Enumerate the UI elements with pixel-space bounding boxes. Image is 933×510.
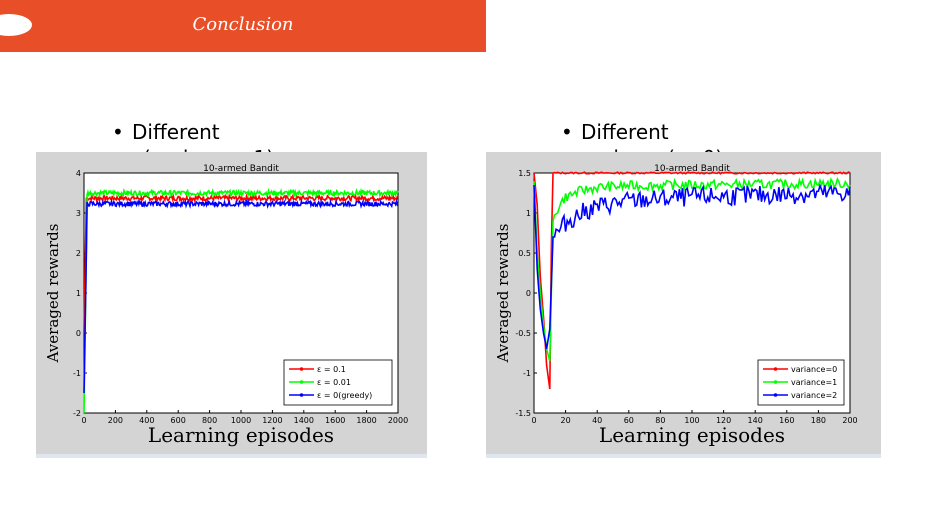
x-axis-label: Learning episodes [599, 423, 785, 447]
chart-svg: 0 200 400 600 800 1000 1200 1400 1600 1800 2000 -2 -… [36, 164, 427, 458]
series-line [533, 171, 851, 390]
chart-bottom-strip [486, 454, 881, 458]
legend-marker [773, 393, 778, 397]
y-tick-label: 1 [76, 289, 81, 298]
series-line [533, 176, 851, 362]
y-axis-label: Averaged rewards [44, 224, 62, 364]
x-tick-label: 140 [748, 416, 763, 425]
x-tick-label: 200 [108, 416, 123, 425]
legend-marker [773, 367, 778, 371]
y-tick-label: -2 [73, 409, 81, 418]
legend-label: ε = 0.01 [317, 378, 351, 387]
legend: ε = 0.1 ε = 0.01 ε = 0(greedy) [283, 359, 393, 406]
bullet-dot: • [112, 120, 124, 144]
legend-marker [299, 380, 304, 384]
legend-label: ε = 0.1 [317, 365, 346, 374]
y-tick-label: 0 [76, 329, 81, 338]
x-tick-label: 600 [171, 416, 186, 425]
bullet-line1: Different [132, 120, 220, 144]
x-tick-label: 1200 [262, 416, 282, 425]
y-tick-label: -1.5 [515, 409, 531, 418]
series-line [533, 183, 851, 350]
legend-marker [773, 380, 778, 384]
x-tick-label: 160 [779, 416, 794, 425]
series-line [83, 198, 399, 394]
header-decoration [0, 14, 32, 36]
x-tick-label: 180 [811, 416, 826, 425]
y-tick-label: -1 [523, 369, 531, 378]
x-tick-label: 400 [139, 416, 154, 425]
x-tick-label: 0 [81, 416, 86, 425]
x-tick-label: 20 [561, 416, 571, 425]
x-tick-label: 1400 [294, 416, 314, 425]
chart-title: 10-armed Bandit [203, 164, 279, 174]
legend-label: variance=2 [791, 391, 837, 400]
y-tick-label: 1 [526, 209, 531, 218]
legend-marker [299, 367, 304, 371]
y-tick-label: -0.5 [515, 329, 531, 338]
legend: variance=0 variance=1 variance=2 [757, 359, 845, 406]
y-tick-label: 4 [76, 169, 81, 178]
x-tick-label: 1600 [325, 416, 345, 425]
x-tick-label: 1800 [356, 416, 376, 425]
chart-epsilon: 0 200 400 600 800 1000 1200 1400 1600 1800 2000 -2 -… [36, 152, 427, 458]
x-tick-label: 1000 [231, 416, 251, 425]
y-tick-label: -1 [73, 369, 81, 378]
x-tick-label: 800 [202, 416, 217, 425]
series-line [83, 193, 399, 334]
bullet-line1: Different [581, 120, 669, 144]
y-tick-label: 3 [76, 209, 81, 218]
x-tick-label: 2000 [388, 416, 408, 425]
slide-title: Conclusion [192, 14, 294, 35]
x-tick-label: 60 [624, 416, 634, 425]
y-tick-label: 0.5 [518, 249, 531, 258]
legend-label: variance=1 [791, 378, 837, 387]
legend-label: ε = 0(greedy) [317, 391, 372, 400]
x-tick-label: 0 [531, 416, 536, 425]
x-axis-label: Learning episodes [148, 423, 334, 447]
y-tick-label: 0 [526, 289, 531, 298]
legend-label: variance=0 [791, 365, 837, 374]
x-tick-label: 120 [716, 416, 731, 425]
x-tick-label: 200 [842, 416, 857, 425]
chart-svg: 0 20 40 60 80 100 120 140 160 180 200 -1.5 -1 -0.5 0 0.… [486, 164, 881, 458]
y-tick-label: 2 [76, 249, 81, 258]
y-axis-label: Averaged rewards [494, 224, 512, 364]
chart-title: 10-armed Bandit [654, 164, 730, 174]
x-tick-label: 80 [655, 416, 665, 425]
y-tick-label: 1.5 [518, 169, 531, 178]
legend-marker [299, 393, 304, 397]
x-tick-label: 40 [592, 416, 602, 425]
header-bar: Conclusion [0, 0, 486, 52]
chart-bottom-strip [36, 454, 427, 458]
bullet-dot: • [561, 120, 573, 144]
chart-variance: 0 20 40 60 80 100 120 140 160 180 200 -1.5 -1 -0.5 0 0.… [486, 152, 881, 458]
series-line [83, 187, 399, 414]
x-tick-label: 100 [684, 416, 699, 425]
